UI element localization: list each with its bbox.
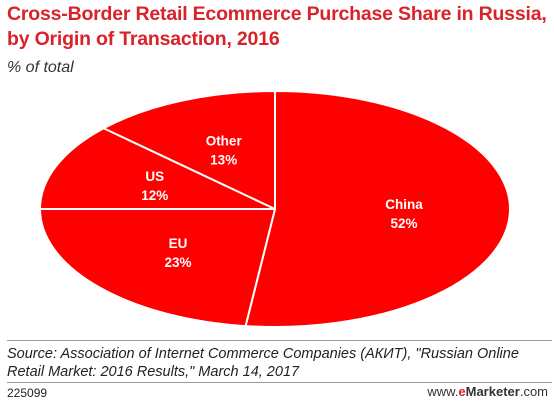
slice-value-us: 12% — [141, 188, 168, 203]
slice-value-china: 52% — [390, 216, 417, 231]
pie-slice-eu — [39, 208, 276, 328]
emarketer-logo: www.eMarketer.com — [427, 384, 548, 400]
brand-name: Marketer — [465, 384, 520, 399]
source-divider-bottom — [7, 382, 552, 383]
slice-label-other: Other — [206, 133, 243, 148]
pie-slice-other — [102, 90, 276, 210]
source-divider-top — [7, 340, 552, 341]
brand-prefix: www. — [427, 384, 459, 399]
slice-label-us: US — [145, 169, 164, 184]
chart-id: 225099 — [7, 386, 48, 400]
slice-label-china: China — [385, 197, 423, 212]
slice-value-other: 13% — [210, 152, 237, 167]
brand-suffix: .com — [519, 384, 548, 399]
chart-title: Cross-Border Retail Ecommerce Purchase S… — [7, 3, 547, 50]
pie-chart: China 52% EU 23% US 12% Other 13% — [39, 90, 511, 328]
source-note: Source: Association of Internet Commerce… — [7, 346, 519, 380]
pie-slice-us — [39, 127, 276, 210]
brand-e: e — [458, 384, 466, 399]
slice-label-eu: EU — [169, 236, 188, 251]
slice-value-eu: 23% — [164, 255, 191, 270]
chart-subtitle: % of total — [7, 59, 74, 76]
pie-slice-china — [244, 90, 511, 328]
